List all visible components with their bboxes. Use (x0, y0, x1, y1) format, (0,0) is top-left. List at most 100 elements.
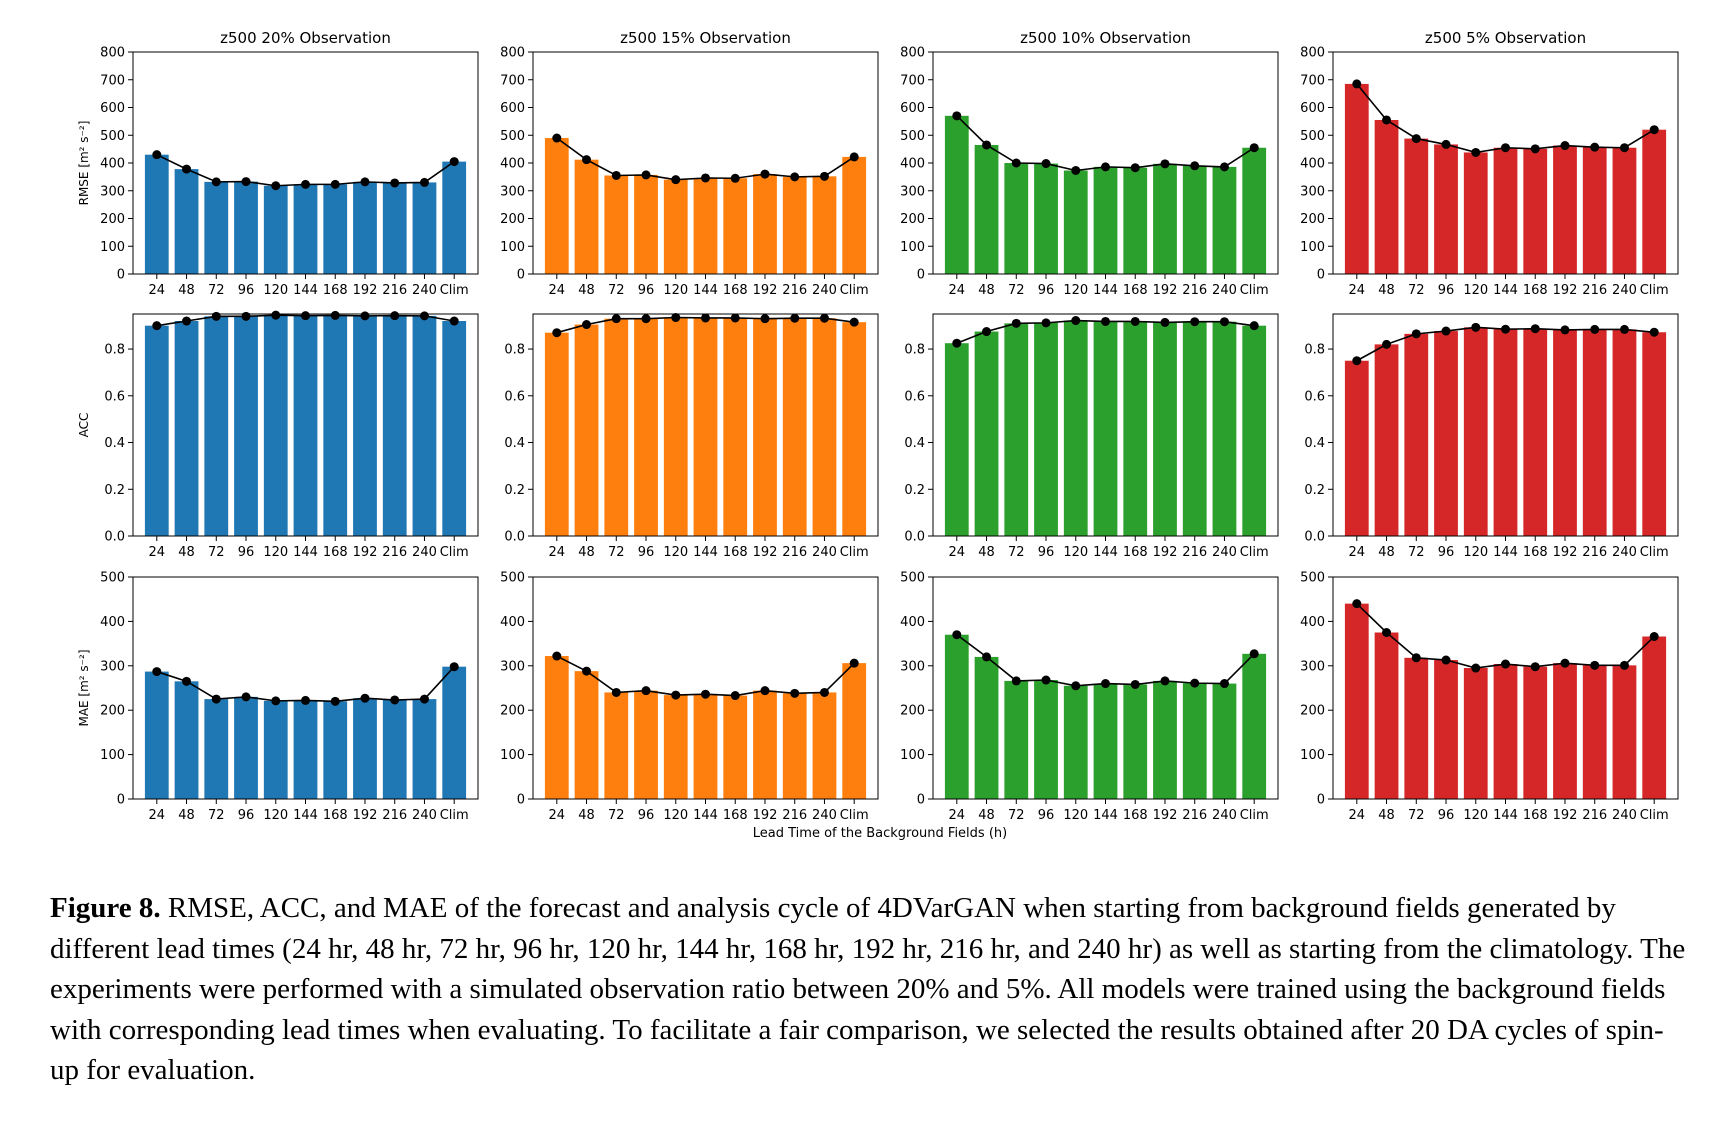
point-120 (271, 696, 281, 706)
x-tick-label: 24 (949, 808, 966, 823)
point-24 (552, 651, 562, 661)
bar-168 (1523, 328, 1548, 536)
point-216 (390, 311, 400, 321)
bar-96 (1434, 144, 1458, 274)
caption-text: RMSE, ACC, and MAE of the forecast and a… (50, 892, 1686, 1086)
point-168 (1130, 316, 1140, 326)
point-240 (419, 311, 429, 321)
x-tick-label: 120 (263, 545, 288, 560)
bar-24 (944, 115, 969, 274)
x-tick-label: 240 (1612, 808, 1637, 823)
point-192 (760, 686, 770, 696)
panel-r2-c1: 0 100 200 300 400 500 24 48 72 96 120 144 168 192 216 2… (500, 571, 879, 823)
point-192 (760, 169, 770, 179)
x-tick-label: Clim (840, 545, 869, 560)
x-tick-label: Clim (440, 283, 469, 298)
x-tick-label: 120 (663, 283, 688, 298)
point-144 (701, 313, 710, 323)
point-240 (1219, 162, 1229, 172)
bar-96 (234, 696, 258, 799)
bar-24 (144, 671, 169, 799)
bar-72 (604, 692, 629, 799)
point-216 (1190, 678, 1200, 688)
point-192 (1560, 658, 1570, 668)
bar-240 (1612, 147, 1637, 274)
point-168 (730, 313, 740, 323)
x-tick-label: 144 (1493, 808, 1518, 823)
y-tick-label: 0.6 (1304, 389, 1325, 404)
x-tick-label: 240 (412, 283, 437, 298)
x-tick-label: 120 (1463, 808, 1488, 823)
point-Clim (1649, 327, 1659, 337)
point-192 (760, 314, 770, 324)
panel-r0-c2: 0 100 200 300 400 500 600 700 800 24 48 72 96 120 144 1… (900, 29, 1279, 298)
x-tick-label: 168 (723, 283, 748, 298)
bar-120 (1063, 685, 1088, 799)
bar-120 (1463, 668, 1488, 799)
point-48 (982, 140, 992, 150)
y-tick-label: 0.6 (104, 389, 125, 404)
bar-Clim (1642, 636, 1667, 799)
y-tick-label: 100 (1300, 240, 1325, 255)
point-24 (952, 111, 962, 121)
x-tick-label: 192 (753, 545, 778, 560)
point-24 (152, 321, 162, 331)
x-axis-label: Lead Time of the Background Fields (h) (753, 826, 1007, 841)
y-tick-label: 0.8 (104, 343, 125, 358)
point-120 (1071, 316, 1081, 326)
x-tick-label: 120 (263, 283, 288, 298)
x-tick-label: 240 (1212, 545, 1237, 560)
point-216 (790, 172, 800, 182)
x-tick-label: 168 (1523, 283, 1548, 298)
y-tick-label: 400 (900, 157, 925, 172)
point-72 (1011, 318, 1021, 328)
x-tick-label: 24 (1349, 808, 1366, 823)
x-tick-label: Clim (840, 283, 869, 298)
point-Clim (449, 157, 459, 167)
y-tick-label: 200 (900, 212, 925, 227)
bar-72 (604, 175, 629, 274)
x-tick-label: 216 (1582, 283, 1607, 298)
point-120 (1471, 147, 1481, 157)
bar-48 (174, 169, 199, 274)
point-96 (241, 311, 251, 321)
point-192 (1560, 325, 1570, 335)
bar-120 (263, 185, 288, 274)
x-tick-label: 144 (693, 283, 718, 298)
y-tick-label: 0.6 (504, 389, 525, 404)
bar-144 (1093, 321, 1118, 536)
x-tick-label: 120 (1063, 545, 1088, 560)
x-tick-label: 144 (293, 808, 318, 823)
bar-216 (382, 182, 407, 274)
x-tick-label: 192 (1553, 283, 1578, 298)
x-tick-label: Clim (1240, 545, 1269, 560)
x-tick-label: 240 (812, 283, 837, 298)
point-120 (1071, 681, 1081, 691)
bar-24 (544, 332, 569, 536)
y-tick-label: 400 (500, 615, 525, 630)
point-24 (952, 338, 962, 348)
x-tick-label: 168 (1523, 545, 1548, 560)
bar-192 (753, 174, 777, 274)
y-tick-label: 500 (100, 571, 125, 586)
x-tick-label: 48 (1378, 283, 1395, 298)
x-tick-label: 216 (1182, 808, 1207, 823)
bar-144 (293, 184, 318, 274)
x-tick-label: 168 (723, 808, 748, 823)
bar-216 (1582, 665, 1607, 799)
panel-r1-c1: 0.0 0.2 0.4 0.6 0.8 24 48 72 96 120 144 168 192 216 24… (504, 313, 879, 560)
panel-r0-c1: 0 100 200 300 400 500 600 700 800 24 48 72 96 120 144 1… (500, 29, 879, 298)
bar-168 (323, 184, 348, 274)
point-144 (301, 695, 310, 705)
point-120 (1471, 322, 1481, 332)
x-tick-label: 48 (978, 545, 995, 560)
x-tick-label: 216 (382, 545, 407, 560)
x-tick-label: 72 (1408, 283, 1425, 298)
x-tick-label: 48 (178, 545, 195, 560)
bar-72 (1404, 657, 1429, 799)
bar-Clim (1642, 332, 1667, 536)
x-tick-label: 72 (208, 808, 225, 823)
point-96 (241, 177, 251, 187)
y-tick-label: 300 (900, 184, 925, 199)
x-tick-label: 144 (693, 808, 718, 823)
